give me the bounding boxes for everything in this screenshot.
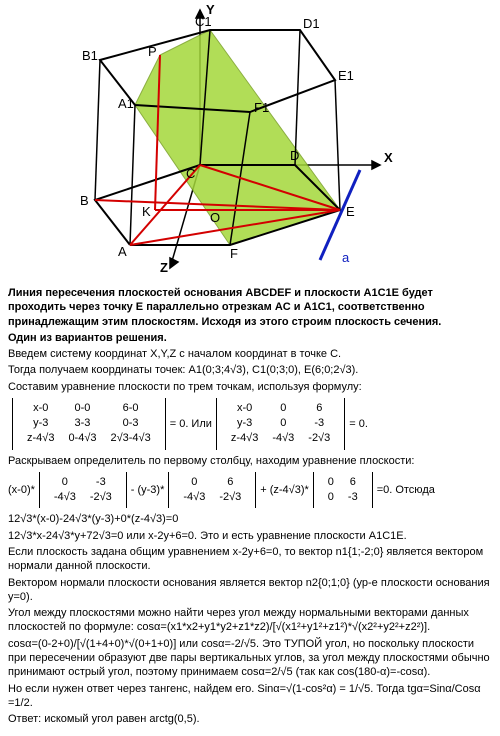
svg-text:A1: A1 (118, 96, 134, 111)
result-step1: 12√3*(x-0)-24√3*(y-3)+0*(z-4√3)=0 (8, 512, 492, 526)
svg-text:B1: B1 (82, 48, 98, 63)
svg-text:F1: F1 (254, 100, 269, 115)
svg-text:O: O (210, 210, 220, 225)
svg-text:X: X (384, 150, 393, 165)
svg-text:P: P (148, 44, 157, 59)
angle-formula: Угол между плоскостями можно найти через… (8, 606, 492, 635)
svg-text:F: F (230, 246, 238, 261)
svg-text:K: K (142, 204, 151, 219)
svg-text:B: B (80, 193, 89, 208)
svg-text:C1: C1 (195, 14, 212, 29)
plane-eq-intro: Составим уравнение плоскости по трем точ… (8, 380, 492, 394)
coord-points: Тогда получаем координаты точек: A1(0;3;… (8, 363, 492, 377)
expand-intro: Раскрываем определитель по первому столб… (8, 454, 492, 468)
svg-text:E: E (346, 204, 355, 219)
svg-text:Z: Z (160, 260, 168, 275)
svg-text:a: a (342, 250, 350, 265)
section-plane (135, 30, 340, 245)
result-step2: 12√3*x-24√3*y+72√3=0 или x-2y+6=0. Это и… (8, 529, 492, 543)
determinant-expand: (x-0)* 0-3 -4√3-2√3 - (y-3)* 06 -4√3-2√3… (8, 472, 492, 508)
svg-text:A: A (118, 244, 127, 259)
normal1: Если плоскость задана общим уравнением x… (8, 545, 492, 574)
geometry-figure: Y X Z C1 D1 B1 E1 A1 F1 P C D B E A F K … (0, 0, 500, 280)
answer: Ответ: искомый угол равен arctg(0,5). (8, 712, 492, 726)
angle-calc: cosα=(0-2+0)/[√(1+4+0)*√(0+1+0)] или cos… (8, 637, 492, 680)
svg-text:C: C (186, 166, 195, 181)
normal2: Вектором нормали плоскости основания явл… (8, 576, 492, 605)
angle-tan: Но если нужен ответ через тангенс, найде… (8, 682, 492, 711)
svg-text:E1: E1 (338, 68, 354, 83)
coord-intro: Введем систему координат X,Y,Z с началом… (8, 347, 492, 361)
solution-text: Линия пересечения плоскостей основания A… (0, 280, 500, 736)
svg-text:D1: D1 (303, 16, 320, 31)
intro: Линия пересечения плоскостей основания A… (8, 286, 492, 329)
svg-text:D: D (290, 148, 299, 163)
determinant-3x3: x-00-06-0 y-33-30-3 z-4√30-4√32√3-4√3 = … (8, 398, 492, 450)
variant-heading: Один из вариантов решения. (8, 331, 492, 345)
